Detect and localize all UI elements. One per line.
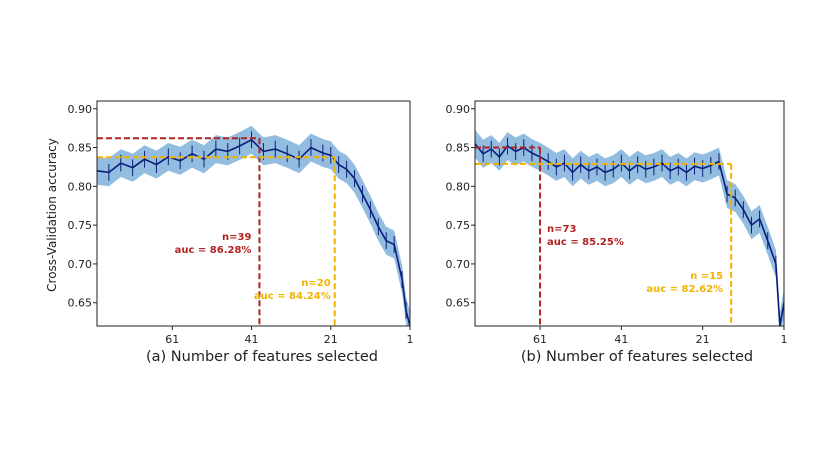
y-tick-label: 0.70 <box>68 258 93 271</box>
x-tick-label: 61 <box>165 333 179 346</box>
mean-accuracy-line <box>475 143 784 326</box>
y-tick-label: 0.80 <box>68 180 93 193</box>
y-axis-label: Cross-Validation accuracy <box>45 138 59 292</box>
panel-caption: (b) Number of features selected <box>521 349 753 365</box>
y-tick-label: 0.85 <box>68 142 93 155</box>
annotation-label: n=20 <box>301 278 330 289</box>
x-tick-label: 21 <box>696 333 710 346</box>
x-tick-label: 61 <box>533 333 547 346</box>
chart-panel-a: n=39 auc = 86.28% n=20 auc = 84.24% 0.90 0.85… <box>68 100 414 365</box>
y-tick-label: 0.90 <box>68 103 93 116</box>
y-tick-label: 0.85 <box>446 142 471 155</box>
y-tick-label: 0.75 <box>68 219 93 232</box>
chart-panel-b: n=73 auc = 85.25% n =15 auc = 82.62% 0.90 0.8… <box>446 100 788 365</box>
annotation-label: n=73 <box>547 224 576 235</box>
plot-frame <box>96 100 411 327</box>
annotation-auc: auc = 85.25% <box>547 237 624 248</box>
panel-caption: (a) Number of features selected <box>146 349 378 365</box>
y-tick-label: 0.65 <box>446 297 471 310</box>
mean-accuracy-line <box>97 138 410 326</box>
y-tick-label: 0.70 <box>446 258 471 271</box>
annotation-label: n =15 <box>690 271 723 282</box>
plot-frame <box>474 100 785 327</box>
x-tick-label: 21 <box>324 333 338 346</box>
annotation-auc: auc = 84.24% <box>254 291 331 302</box>
x-tick-label: 41 <box>614 333 628 346</box>
y-tick-label: 0.65 <box>68 297 93 310</box>
y-tick-label: 0.80 <box>446 180 471 193</box>
x-tick-label: 1 <box>407 333 414 346</box>
y-tick-label: 0.90 <box>446 103 471 116</box>
x-tick-label: 1 <box>781 333 788 346</box>
annotation-auc: auc = 82.62% <box>646 284 723 295</box>
x-tick-label: 41 <box>245 333 259 346</box>
y-tick-label: 0.75 <box>446 219 471 232</box>
confidence-band <box>475 129 784 326</box>
annotation-auc: auc = 86.28% <box>175 245 252 256</box>
annotation-label: n=39 <box>222 232 251 243</box>
